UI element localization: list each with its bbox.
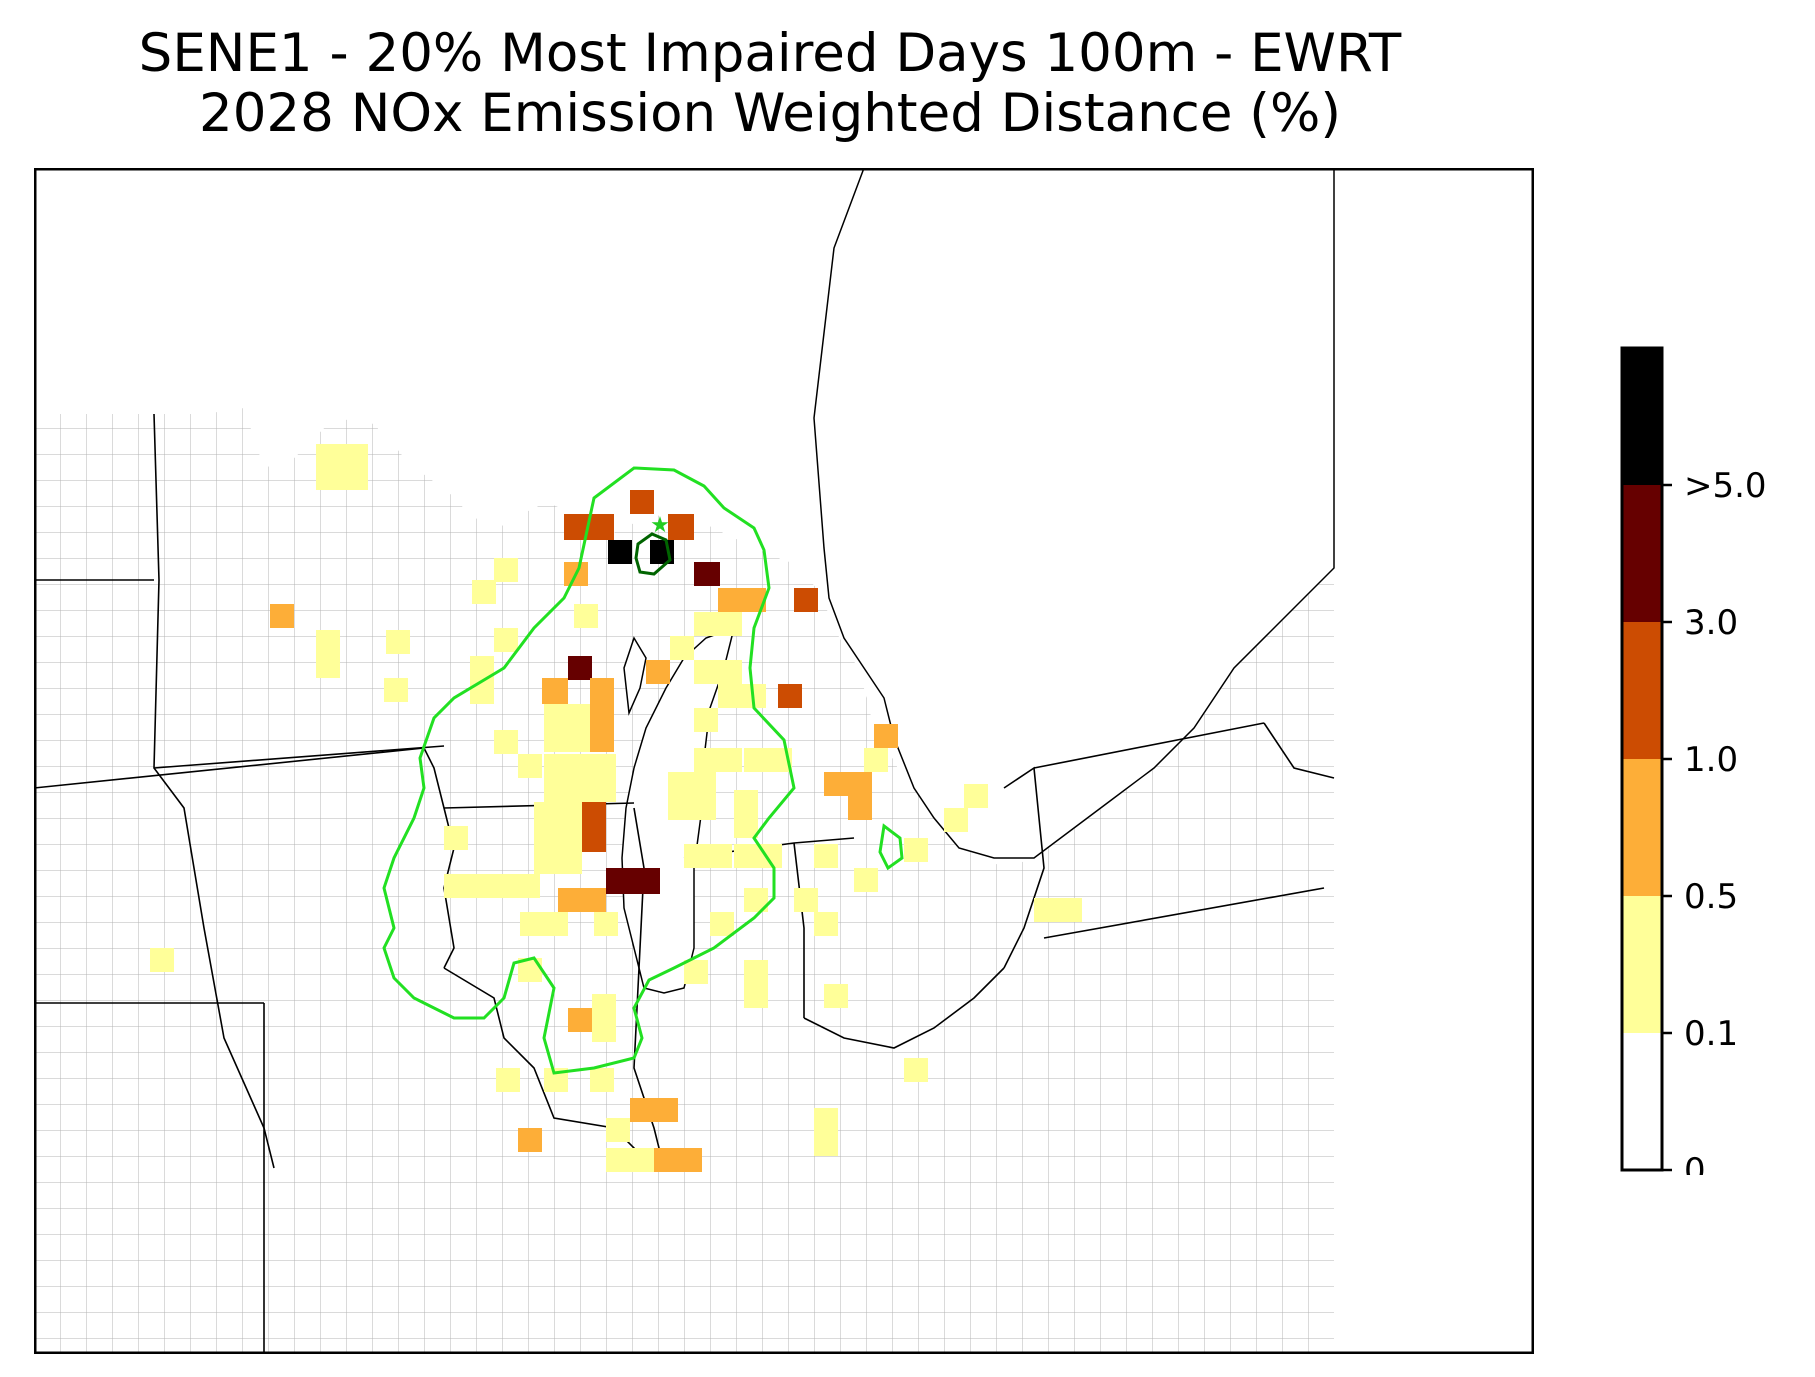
colorbar-band [1622,348,1662,485]
cell-bin-0.1 [316,630,340,678]
map-title: SENE1 - 20% Most Impaired Days 100m - EW… [0,24,1540,144]
cell-bin-0.1 [814,912,838,936]
cell-bin-0.1 [444,826,468,850]
cell-bin-0.1 [794,888,818,912]
contour-outer-segment [878,823,904,871]
cell-bin-0.1 [668,772,716,820]
contour-outer [382,466,796,1075]
cell-bin-0.5 [848,796,872,820]
cell-bin-0.1 [944,808,968,832]
cell-bin-0.5 [874,724,898,748]
cell-bin-0.1 [694,708,718,732]
cell-bin-0.1 [594,912,618,936]
cell-bin-0.1 [864,748,888,772]
title-line-1: SENE1 - 20% Most Impaired Days 100m - EW… [138,23,1402,84]
map-frame [34,168,1534,1354]
colorbar: 0 0.1 0.5 1.0 3.0 >5.0 [1620,346,1767,1175]
cell-bin-0.5 [824,772,872,796]
cell-bin-1.0 [630,490,654,514]
colorbar-tick-label: >5.0 [1684,466,1767,506]
cell-bin-0.1 [744,748,792,772]
cell-bin-1.0 [668,514,694,540]
green-bay [623,636,647,716]
cell-bin-0.5 [558,888,606,912]
cell-bin-0.1 [494,558,518,582]
cell-bin-0.1 [592,994,616,1042]
cell-bin-0.1 [1034,898,1082,922]
cell-bin-0.1 [710,912,734,936]
colorbar-bands [1622,348,1662,1170]
cell-bin-3.0 [694,562,720,586]
cell-bin-0.1 [444,874,540,898]
cell-bin-0.5 [646,660,670,684]
cell-bin-0.1 [854,868,878,892]
colorbar-tick-label: 3.0 [1684,603,1738,643]
cell-bin-0.1 [590,1068,614,1092]
cell-bin-3.0 [606,868,660,894]
cell-bin-1.0 [794,588,818,612]
colorbar-tick-label: 0.5 [1684,877,1738,917]
cell-bin-0.1 [964,784,988,808]
cell-bin-0.1 [670,636,694,660]
colorbar-band [1622,1033,1662,1170]
cell-bin-0.1 [150,948,174,972]
cell-bin-0.1 [684,844,732,868]
cell-bin-0.1 [684,960,708,984]
cell-bin-0.5 [718,588,766,612]
colorbar-band [1622,622,1662,759]
cell-bin-0.1 [494,628,518,652]
emission-map: ★ [34,168,1534,1354]
cell-bin-1.0 [582,802,606,852]
cell-bin-0.1 [316,444,368,490]
cell-bin-0.5 [568,1008,592,1032]
colorbar-band [1622,759,1662,896]
cell-bin-0.1 [904,1058,928,1082]
cell-bin-0.1 [534,802,582,874]
cell-bin-1.0 [778,684,802,708]
receptor-star-icon: ★ [650,513,670,538]
cell-bin-0.1 [518,754,542,778]
cell-bin-0.1 [718,684,766,708]
emission-cells [150,444,1082,1172]
cell-bin-0.1 [384,678,408,702]
cell-bin-0.1 [574,604,598,628]
cell-bin-0.5 [518,1128,542,1152]
cell-bin-0.1 [904,838,928,862]
colorbar-tick-label: 0 [1684,1151,1706,1175]
cell-bin-0.1 [734,790,758,838]
cell-bin-5.0 [608,540,632,564]
colorbar-tick-label: 0.1 [1684,1014,1738,1054]
colorbar-ticks: 0 0.1 0.5 1.0 3.0 >5.0 [1662,466,1767,1175]
cell-bin-0.1 [386,630,410,654]
cell-bin-0.1 [734,844,782,868]
cell-bin-0.1 [744,960,768,1008]
cell-bin-0.1 [824,984,848,1008]
cell-bin-0.5 [630,1098,678,1122]
cell-bin-0.5 [590,678,614,752]
cell-bin-0.5 [270,604,294,628]
cell-bin-0.1 [606,1118,630,1142]
cell-bin-0.1 [694,748,742,772]
cell-bin-0.1 [472,580,496,604]
cell-bin-0.1 [694,612,742,636]
cell-bin-0.1 [544,704,592,752]
title-line-2: 2028 NOx Emission Weighted Distance (%) [198,83,1341,144]
cell-bin-0.1 [814,1108,838,1156]
cell-bin-0.1 [814,844,838,868]
cell-bin-0.1 [694,660,742,684]
cell-bin-0.1 [494,730,518,754]
colorbar-tick-label: 1.0 [1684,740,1738,780]
cell-bin-0.1 [520,912,568,936]
cell-bin-0.5 [542,678,568,704]
contour-inner [634,532,672,576]
colorbar-band [1622,485,1662,622]
cell-bin-0.5 [654,1148,702,1172]
colorbar-band [1622,896,1662,1033]
cell-bin-3.0 [568,656,592,680]
cell-bin-0.1 [496,1068,520,1092]
cell-bin-0.1 [544,754,616,802]
